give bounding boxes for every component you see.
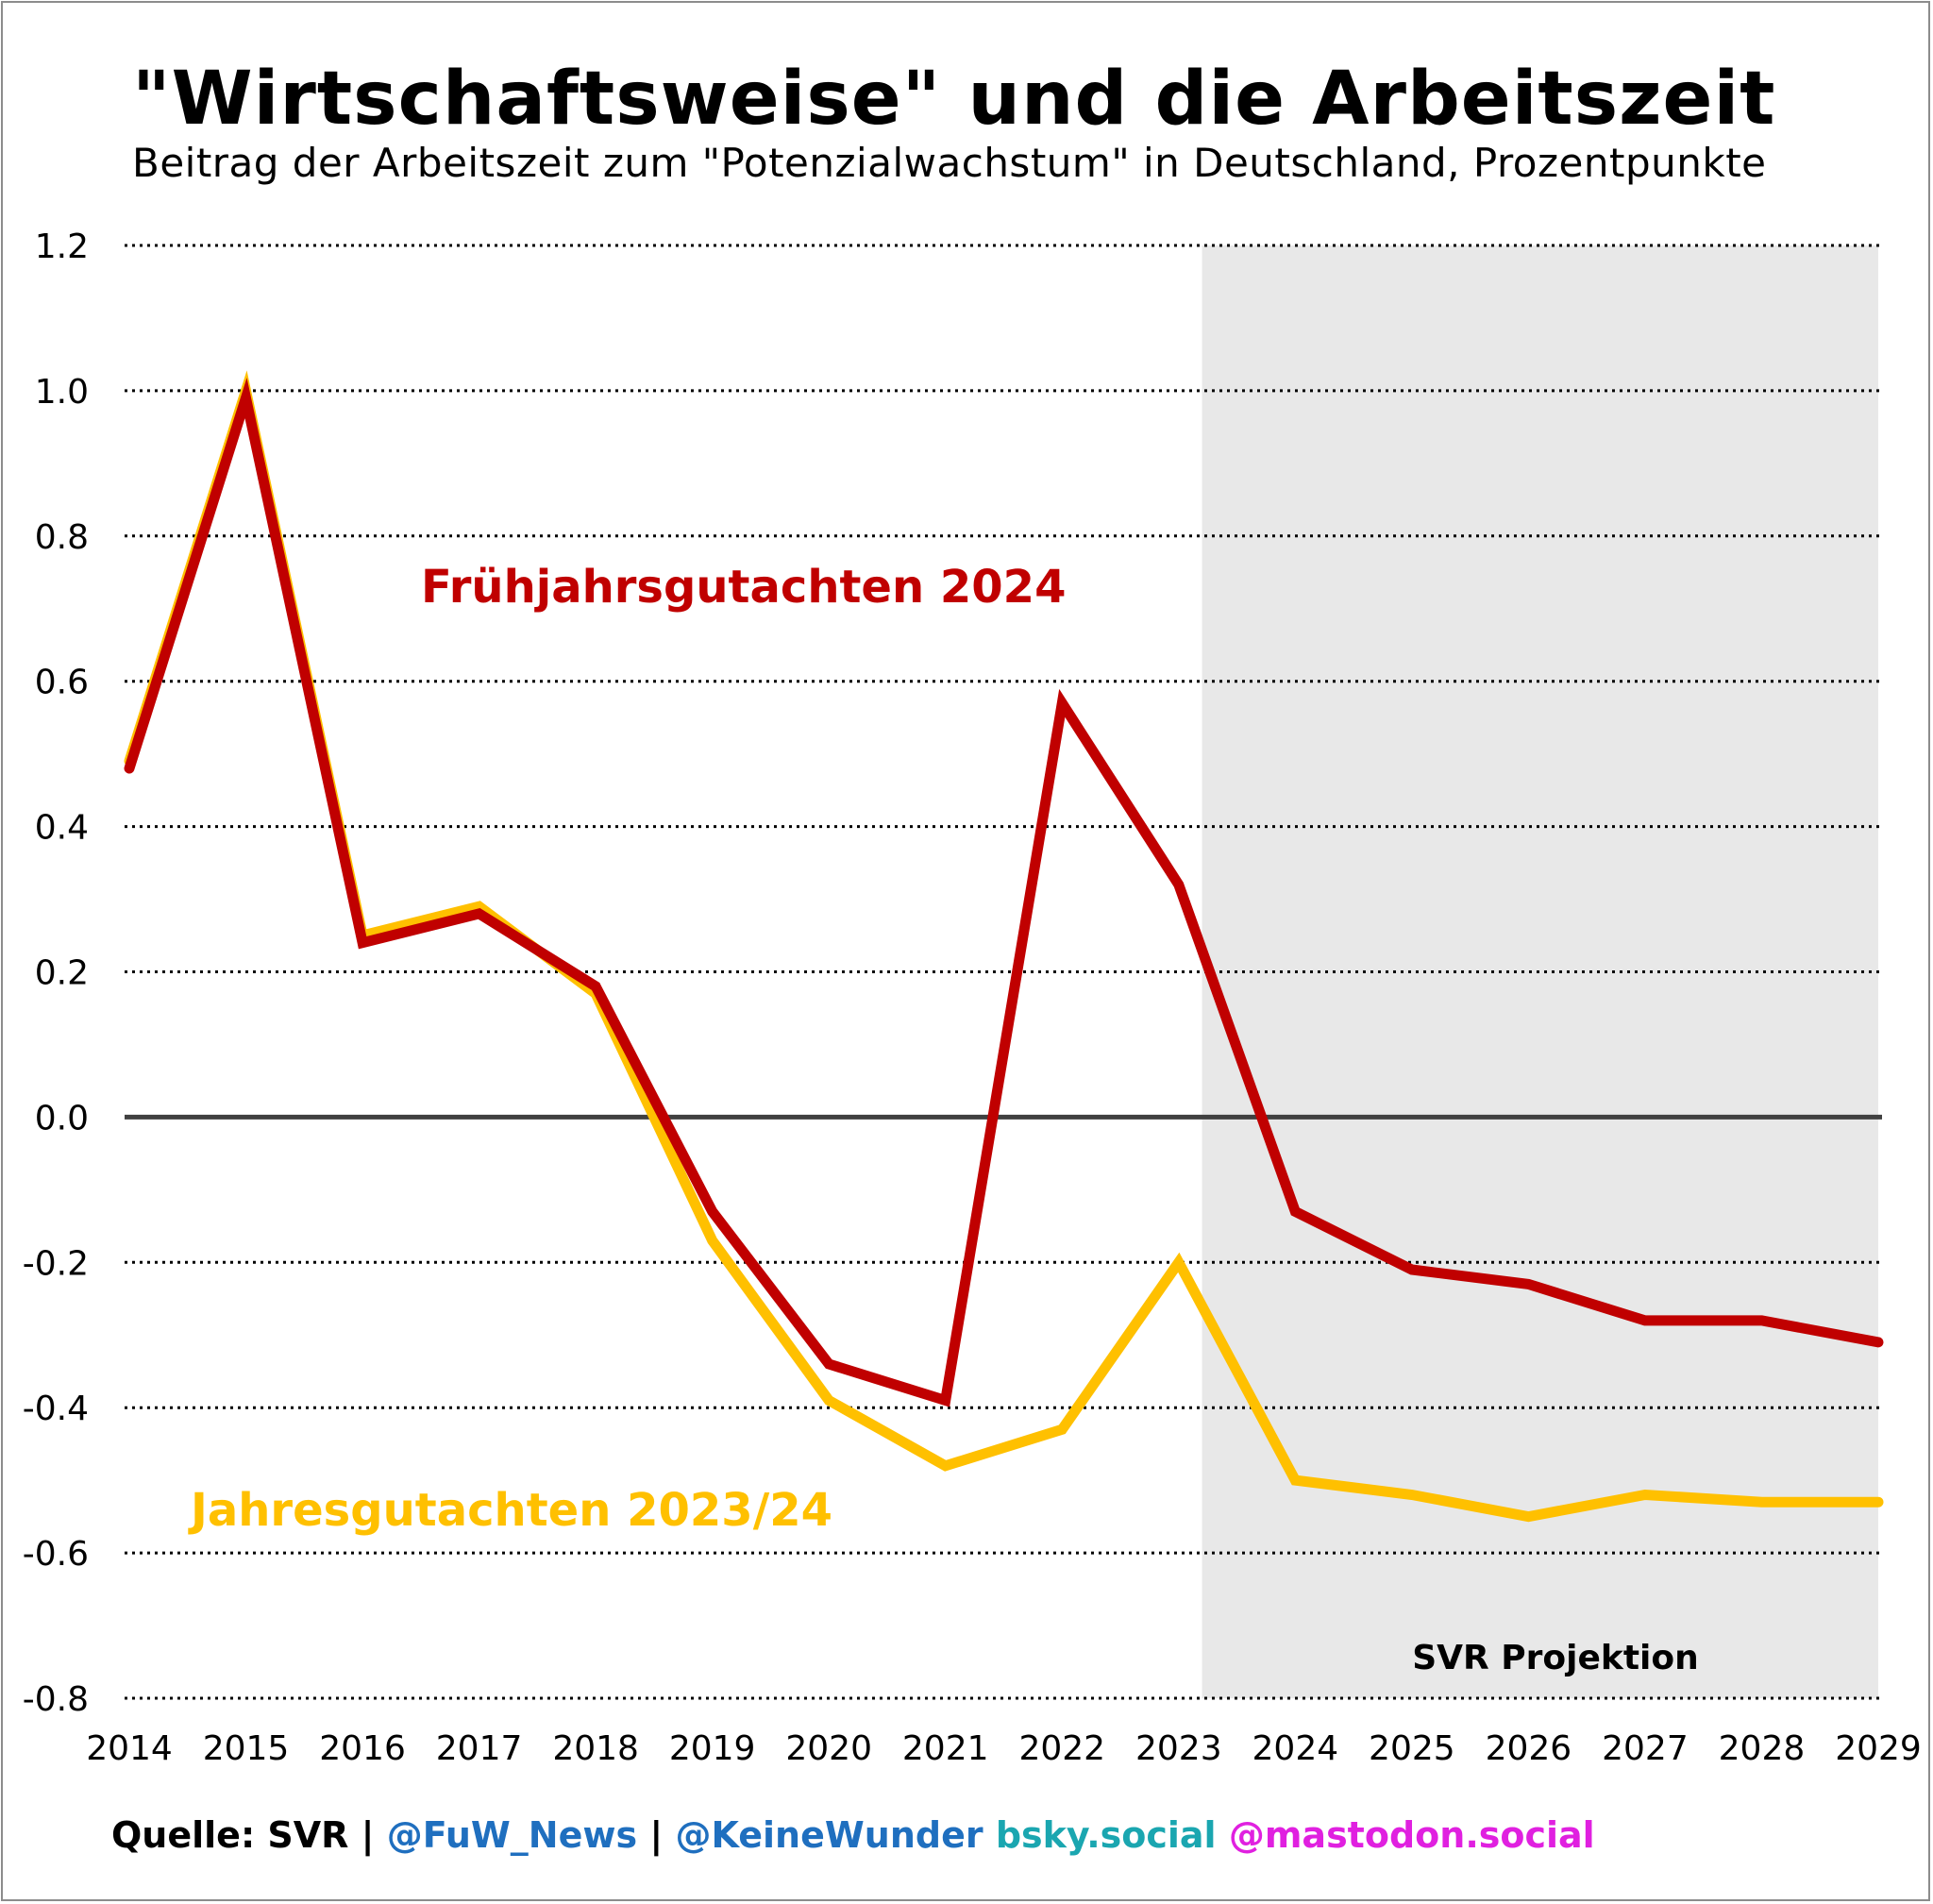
x-tick-label: 2026 [1486,1729,1572,1768]
footer-separator: | [637,1814,676,1856]
x-tick-label: 2024 [1252,1729,1339,1768]
x-tick-label: 2020 [785,1729,872,1768]
source-footer: Quelle: SVR | @FuW_News | @KeineWunder b… [111,1814,1595,1856]
x-tick-label: 2015 [203,1729,290,1768]
y-tick-label: -0.4 [23,1390,89,1428]
x-tick-label: 2022 [1018,1729,1105,1768]
x-tick-label: 2016 [319,1729,406,1768]
x-tick-label: 2021 [902,1729,989,1768]
y-tick-label: 0.4 [35,809,89,848]
x-tick-label: 2025 [1369,1729,1455,1768]
chart-subtitle: Beitrag der Arbeitszeit zum "Potenzialwa… [132,140,1767,186]
y-tick-label: -0.6 [23,1535,89,1574]
x-tick-label: 2023 [1135,1729,1222,1768]
x-tick-label: 2027 [1602,1729,1689,1768]
y-tick-label: 1.2 [35,227,89,266]
footer-bsky[interactable]: bsky.social [995,1814,1217,1856]
footer-handle-fuw[interactable]: @FuW_News [386,1814,638,1856]
series-label-jahresgutachten: Jahresgutachten 2023/24 [188,1484,832,1537]
series-lines [124,370,1884,1523]
footer-source: Quelle: SVR | [111,1814,387,1856]
projection-label: SVR Projektion [1412,1639,1699,1677]
series-label-fruehjahrsgutachten: Frühjahrsgutachten 2024 [421,561,1066,614]
x-tick-label: 2014 [86,1729,173,1768]
footer-mastodon[interactable]: @mastodon.social [1228,1814,1595,1856]
y-axis-ticks: 1.2 1.0 0.8 0.6 0.4 0.2 0.0 -0.2 -0.4 -0.6 -0.8 [23,227,89,1719]
x-axis-ticks: 2014 2015 2016 2017 2018 2019 2020 2021 2022 2023… [86,1729,1922,1768]
footer-space [983,1814,996,1856]
series-line-jahresgutachten [124,370,1884,1523]
y-tick-label: 0.2 [35,954,89,993]
y-tick-label: 0.8 [35,518,89,557]
footer-handle-keinewunder[interactable]: @KeineWunder [675,1814,983,1856]
chart-title: "Wirtschaftsweise" und die Arbeitszeit [132,57,1776,142]
footer-space-2 [1217,1814,1229,1856]
x-tick-label: 2017 [436,1729,523,1768]
y-tick-label: 1.0 [35,373,89,412]
x-tick-label: 2018 [552,1729,639,1768]
y-tick-label: -0.2 [23,1244,89,1283]
y-tick-label: 0.0 [35,1099,89,1137]
y-tick-label: -0.8 [23,1680,89,1719]
x-tick-label: 2028 [1719,1729,1806,1768]
x-tick-label: 2019 [669,1729,756,1768]
line-chart: 1.2 1.0 0.8 0.6 0.4 0.2 0.0 -0.2 -0.4 -0.6 -0.8 20… [23,227,1922,1768]
grid-lines [125,244,1882,1700]
y-tick-label: 0.6 [35,664,89,702]
x-tick-label: 2029 [1835,1729,1922,1768]
series-line-fruehjahrsgutachten [124,378,1884,1407]
